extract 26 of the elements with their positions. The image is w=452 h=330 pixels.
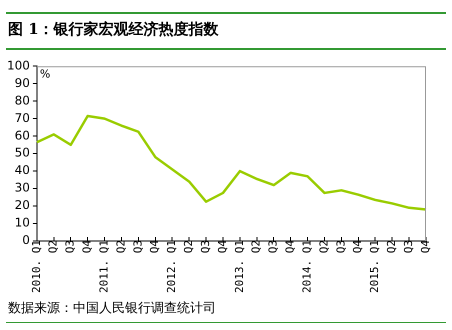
x-tick-label: Q2 [250, 240, 263, 254]
y-tick-label: 100 [7, 58, 30, 72]
y-tick-label: 60 [14, 128, 30, 142]
y-tick-label: 0 [22, 233, 30, 248]
x-tick-label: 2012. Q1 [165, 240, 178, 294]
x-tick-label: Q2 [182, 240, 196, 254]
x-tick-label: Q2 [46, 240, 60, 254]
chart-title: 图 1：银行家宏观经济热度指数 [8, 20, 219, 39]
y-tick-label: 90 [14, 76, 30, 90]
y-tick-label: 30 [14, 180, 30, 195]
y-tick-label: 40 [14, 163, 30, 178]
x-tick-label: Q2 [317, 240, 330, 254]
x-tick-label: 2014. Q1 [300, 240, 314, 294]
y-tick-label: 10 [14, 216, 30, 230]
x-tick-label: 2011. Q1 [97, 240, 110, 294]
y-axis-title: % [40, 68, 50, 81]
y-tick-label: 70 [14, 110, 30, 125]
x-tick-label: Q2 [114, 240, 128, 254]
source-note: 数据来源：中国人民银行调查统计司 [8, 300, 216, 317]
y-tick-label: 80 [14, 93, 30, 108]
x-tick-label: 2013. Q1 [232, 240, 246, 294]
y-tick-label: 20 [14, 198, 30, 212]
x-tick-label: 2010. Q1 [30, 240, 43, 294]
x-tick-label: 2015. Q1 [368, 240, 382, 294]
y-tick-label: 50 [14, 146, 30, 160]
x-tick-label: Q2 [385, 240, 398, 254]
